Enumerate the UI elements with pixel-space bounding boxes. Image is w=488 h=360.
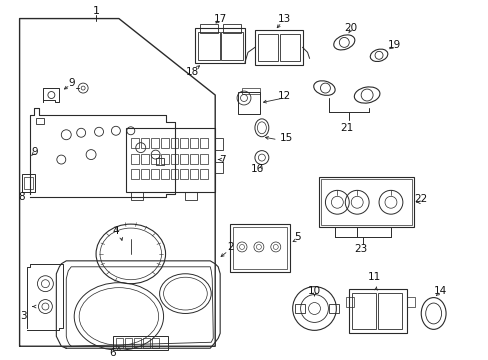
Bar [254, 31, 302, 65]
Text: 21: 21 [340, 123, 353, 133]
Bar [242, 88, 259, 94]
Bar [348, 289, 406, 333]
Text: 12: 12 [278, 91, 291, 101]
Text: 10: 10 [307, 285, 321, 296]
Bar [160, 154, 168, 163]
Text: 14: 14 [433, 285, 447, 296]
Bar [190, 154, 198, 163]
Bar [321, 179, 411, 225]
Bar [37, 118, 44, 124]
Bar [294, 303, 304, 314]
Bar [125, 128, 215, 192]
Text: 4: 4 [112, 226, 119, 236]
Bar [185, 192, 197, 200]
Bar [180, 138, 188, 148]
Text: 2: 2 [226, 242, 233, 252]
Text: 6: 6 [109, 348, 116, 358]
Bar [141, 170, 148, 179]
Bar [170, 170, 178, 179]
Text: 15: 15 [279, 133, 292, 143]
Bar [233, 227, 286, 269]
Bar [329, 303, 339, 314]
Text: 17: 17 [213, 14, 226, 23]
Bar [150, 154, 158, 163]
Text: 22: 22 [413, 194, 427, 204]
Bar [319, 177, 413, 227]
Text: 1: 1 [92, 6, 100, 15]
Text: 19: 19 [386, 40, 400, 50]
Bar [180, 170, 188, 179]
Bar [150, 138, 158, 148]
Bar [142, 338, 149, 348]
Bar [215, 162, 223, 174]
Bar [406, 297, 414, 306]
Bar [131, 170, 139, 179]
Bar [124, 338, 132, 348]
Bar [200, 23, 218, 33]
Text: 9: 9 [31, 147, 38, 157]
Text: 16: 16 [251, 165, 264, 175]
Bar [200, 170, 208, 179]
Text: 13: 13 [278, 14, 291, 23]
Bar [21, 175, 36, 192]
Bar [223, 23, 241, 33]
Bar [200, 154, 208, 163]
Bar [221, 32, 243, 60]
Text: 7: 7 [219, 154, 225, 165]
Bar [160, 170, 168, 179]
Bar [160, 138, 168, 148]
Text: 8: 8 [18, 192, 25, 202]
Text: 20: 20 [344, 23, 357, 33]
Bar [180, 154, 188, 163]
Text: 11: 11 [366, 272, 380, 282]
Text: 3: 3 [20, 311, 27, 321]
Bar [170, 154, 178, 163]
Bar [198, 32, 220, 60]
Bar [190, 138, 198, 148]
Bar [215, 138, 223, 150]
Bar [238, 92, 259, 114]
Bar [151, 338, 158, 348]
Text: 18: 18 [185, 67, 199, 77]
Bar [190, 170, 198, 179]
Bar [170, 138, 178, 148]
Bar [116, 338, 122, 348]
Bar [155, 158, 163, 165]
Bar [131, 138, 139, 148]
Bar [131, 192, 142, 200]
Bar [150, 170, 158, 179]
Bar [257, 35, 277, 61]
Bar [113, 336, 167, 350]
Bar [230, 224, 289, 272]
Bar [346, 297, 353, 306]
Bar [141, 154, 148, 163]
Bar [351, 293, 375, 329]
Text: 5: 5 [294, 232, 300, 242]
Bar [131, 154, 139, 163]
Bar [195, 28, 244, 63]
Bar [141, 138, 148, 148]
Bar [23, 177, 34, 189]
Bar [279, 35, 299, 61]
Bar [200, 138, 208, 148]
Bar [134, 338, 141, 348]
Bar [377, 293, 401, 329]
Text: 23: 23 [354, 244, 367, 254]
Text: 9: 9 [68, 78, 74, 88]
